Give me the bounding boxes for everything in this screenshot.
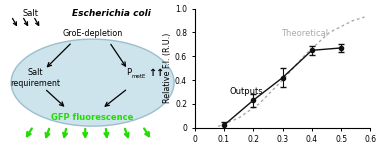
Text: Salt
requirement: Salt requirement <box>10 68 60 88</box>
Ellipse shape <box>11 39 174 126</box>
Text: metE: metE <box>132 74 146 79</box>
Text: ↑↑: ↑↑ <box>148 68 164 77</box>
Text: Salt: Salt <box>22 9 38 18</box>
Text: Outputs: Outputs <box>230 87 263 96</box>
Text: GroE-depletion: GroE-depletion <box>62 29 123 38</box>
Text: Escherichia coli: Escherichia coli <box>72 9 150 18</box>
Text: P: P <box>126 68 131 77</box>
Text: GFP fluorescence: GFP fluorescence <box>51 113 134 122</box>
Text: Theoretical: Theoretical <box>281 29 328 38</box>
Y-axis label: Relative F.I. (R.U.): Relative F.I. (R.U.) <box>163 33 172 103</box>
